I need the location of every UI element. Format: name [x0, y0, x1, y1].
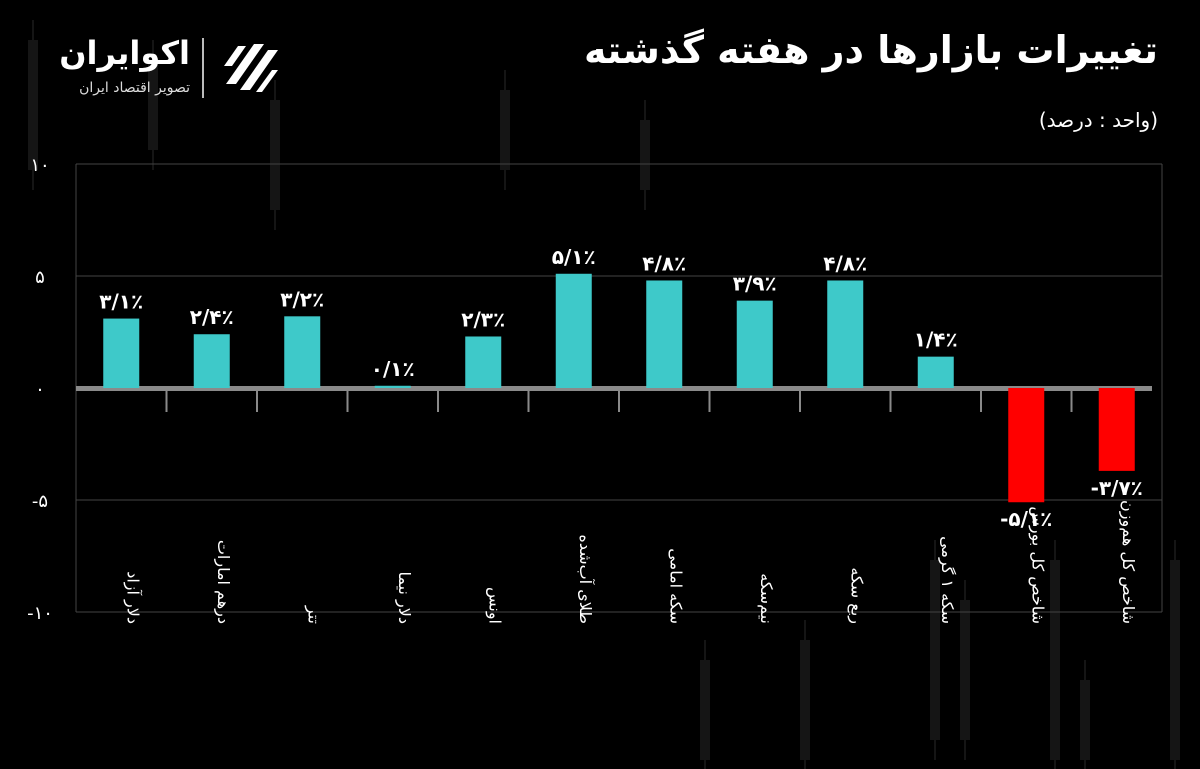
- y-tick-label: ۵: [35, 267, 45, 288]
- x-category-label: شاخص کل بورس: [1027, 506, 1047, 624]
- data-label: ۳/۹٪: [733, 272, 777, 296]
- logo-name: اکوایران: [59, 34, 190, 72]
- brand-logo: اکوایران تصویر اقتصاد ایران: [40, 28, 300, 108]
- x-category-label: سکه امامی: [666, 548, 685, 624]
- data-label: ۳/۱٪: [99, 290, 143, 314]
- x-category-label: ربع سکه: [846, 567, 866, 624]
- page-title: تغییرات بازارها در هفته گذشته: [583, 28, 1158, 72]
- y-tick-label: ۱۰: [30, 155, 49, 176]
- y-tick-label: ۰: [35, 379, 45, 400]
- logo-tagline: تصویر اقتصاد ایران: [79, 80, 190, 96]
- data-label: ۳/۲٪: [280, 287, 324, 311]
- data-label: ۴/۸٪: [823, 251, 867, 275]
- bar: [374, 385, 411, 388]
- data-label: ۵/۱٪: [552, 245, 596, 269]
- bar: [193, 334, 230, 388]
- logo-mark-icon: [224, 44, 278, 92]
- zero-axis-line: [76, 386, 1152, 391]
- logo-divider: [202, 38, 204, 98]
- x-category-label: سکه ۱ گرمی: [937, 536, 957, 624]
- data-label: ۰/۱٪: [371, 357, 415, 381]
- x-category-label: دلار آزاد: [122, 571, 142, 624]
- x-category-label: شاخص کل هم‌وزن: [1118, 500, 1138, 624]
- bar: [1098, 388, 1135, 471]
- bar: [555, 273, 592, 388]
- bar: [284, 316, 321, 388]
- bar: [646, 280, 683, 388]
- data-label: -۳/۷٪: [1091, 476, 1143, 500]
- bar: [1008, 388, 1045, 503]
- bar: [103, 318, 140, 388]
- bar: [917, 356, 954, 388]
- x-category-label: درهم امارات: [213, 540, 233, 624]
- data-label: ۲/۳٪: [461, 307, 505, 331]
- y-tick-label: -۱۰: [27, 603, 53, 624]
- bar: [827, 280, 864, 388]
- bar: [736, 300, 773, 388]
- x-category-label: طلای آب‌شده: [576, 534, 595, 624]
- bar: [465, 336, 502, 388]
- data-label: ۴/۸٪: [642, 251, 686, 275]
- data-label: ۲/۴٪: [190, 305, 234, 329]
- x-category-label: اونس: [484, 587, 504, 624]
- y-tick-label: -۵: [32, 491, 48, 512]
- x-category-label: دلار نیما: [394, 572, 414, 624]
- data-label: ۱/۴٪: [914, 328, 958, 352]
- x-category-label: تتر: [303, 605, 323, 624]
- data-label: -۵/۱٪: [1000, 507, 1052, 531]
- unit-label: (واحد : درصد): [1038, 108, 1158, 132]
- x-category-label: نیم‌سکه: [757, 573, 776, 624]
